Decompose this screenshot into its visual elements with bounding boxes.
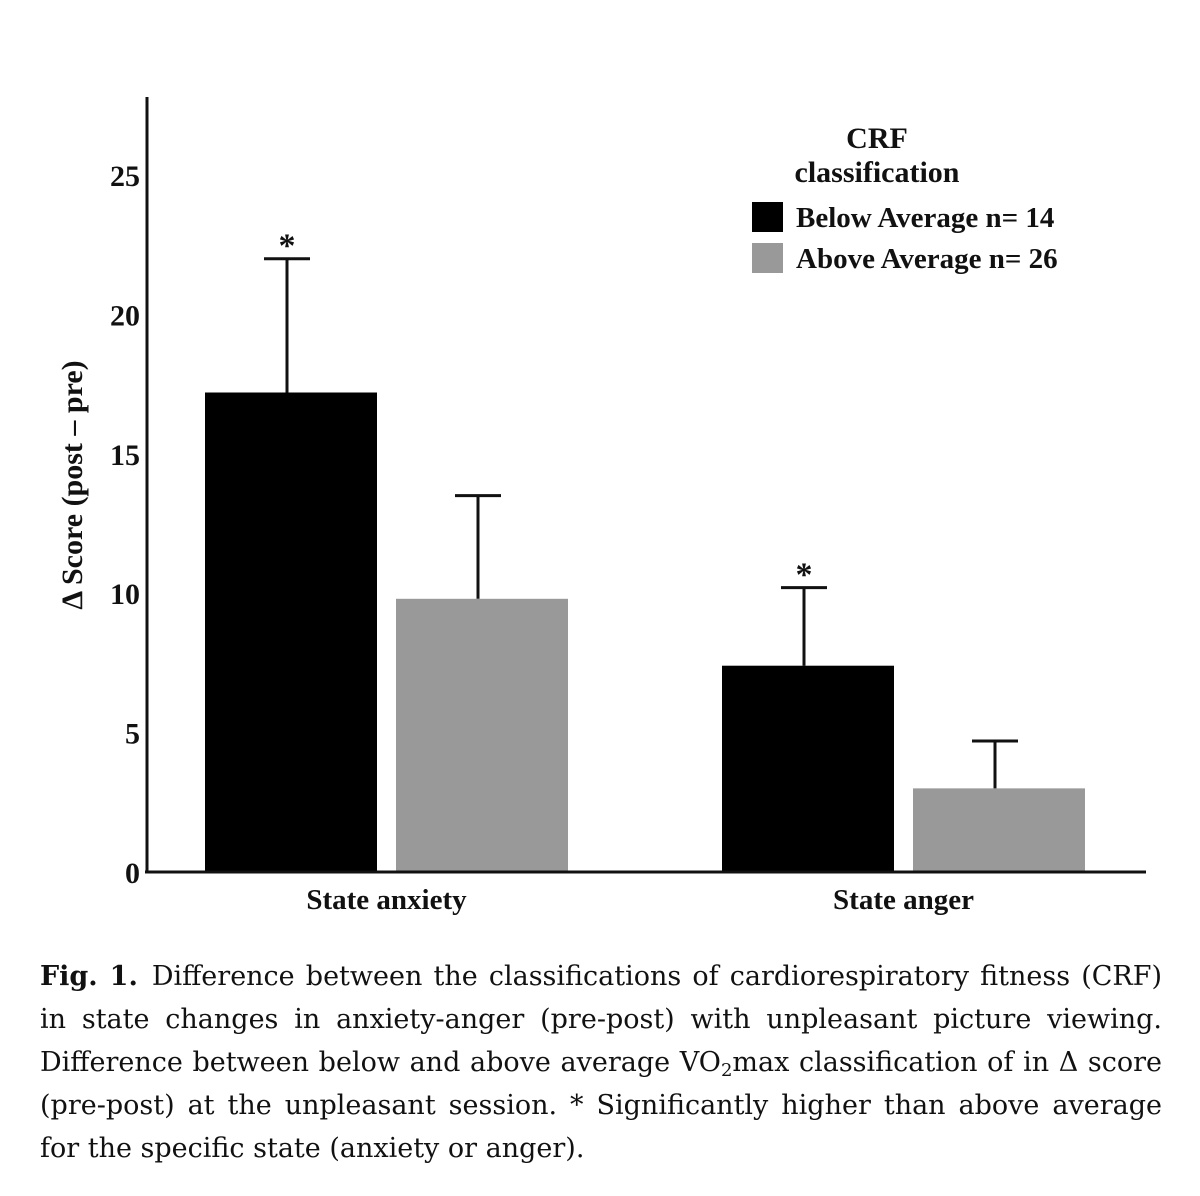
error-bars-group — [264, 257, 1018, 789]
figure-caption: Fig. 1. Difference between the classifica… — [40, 955, 1162, 1170]
y-axis-label: Δ Score (post – pre) — [56, 360, 89, 609]
significance-marker: * — [279, 228, 296, 265]
y-tick-label: 0 — [125, 857, 140, 890]
x-tick-labels-group: State anxiety State anger — [306, 884, 974, 916]
caption-label: Fig. 1. — [40, 961, 138, 992]
legend-swatch-above-average — [752, 243, 783, 273]
legend: CRF classification Below Average n= 14 A… — [752, 122, 1058, 275]
y-tick-label: 15 — [110, 439, 140, 472]
y-tick-label: 25 — [110, 160, 140, 193]
bars-group — [205, 392, 1085, 872]
significance-markers-group: ** — [279, 228, 813, 594]
bar-above-average-anger — [913, 788, 1085, 872]
caption-subscript: 2 — [720, 1060, 733, 1081]
legend-title-line2: classification — [795, 156, 960, 189]
y-tick-label: 5 — [125, 718, 140, 751]
bar-below-average-anxiety — [205, 392, 377, 872]
y-tick-label: 10 — [110, 578, 140, 611]
y-tick-label: 20 — [110, 299, 140, 332]
y-tick-labels-group: 0 5 10 15 20 25 — [110, 160, 140, 890]
legend-label-above-average: Above Average n= 26 — [796, 243, 1058, 275]
caption-text-part2: max classification of in Δ score (pre-po… — [40, 1047, 1162, 1164]
bar-above-average-anxiety — [396, 598, 568, 872]
legend-title-line1: CRF — [846, 122, 908, 155]
x-tick-label: State anxiety — [306, 884, 467, 916]
legend-swatch-below-average — [752, 202, 783, 232]
x-tick-label: State anger — [833, 884, 974, 916]
legend-label-below-average: Below Average n= 14 — [796, 202, 1054, 234]
caption-text-part1: Difference between the classifications o… — [40, 961, 1162, 1078]
significance-marker: * — [796, 557, 813, 594]
bar-below-average-anger — [722, 665, 894, 872]
